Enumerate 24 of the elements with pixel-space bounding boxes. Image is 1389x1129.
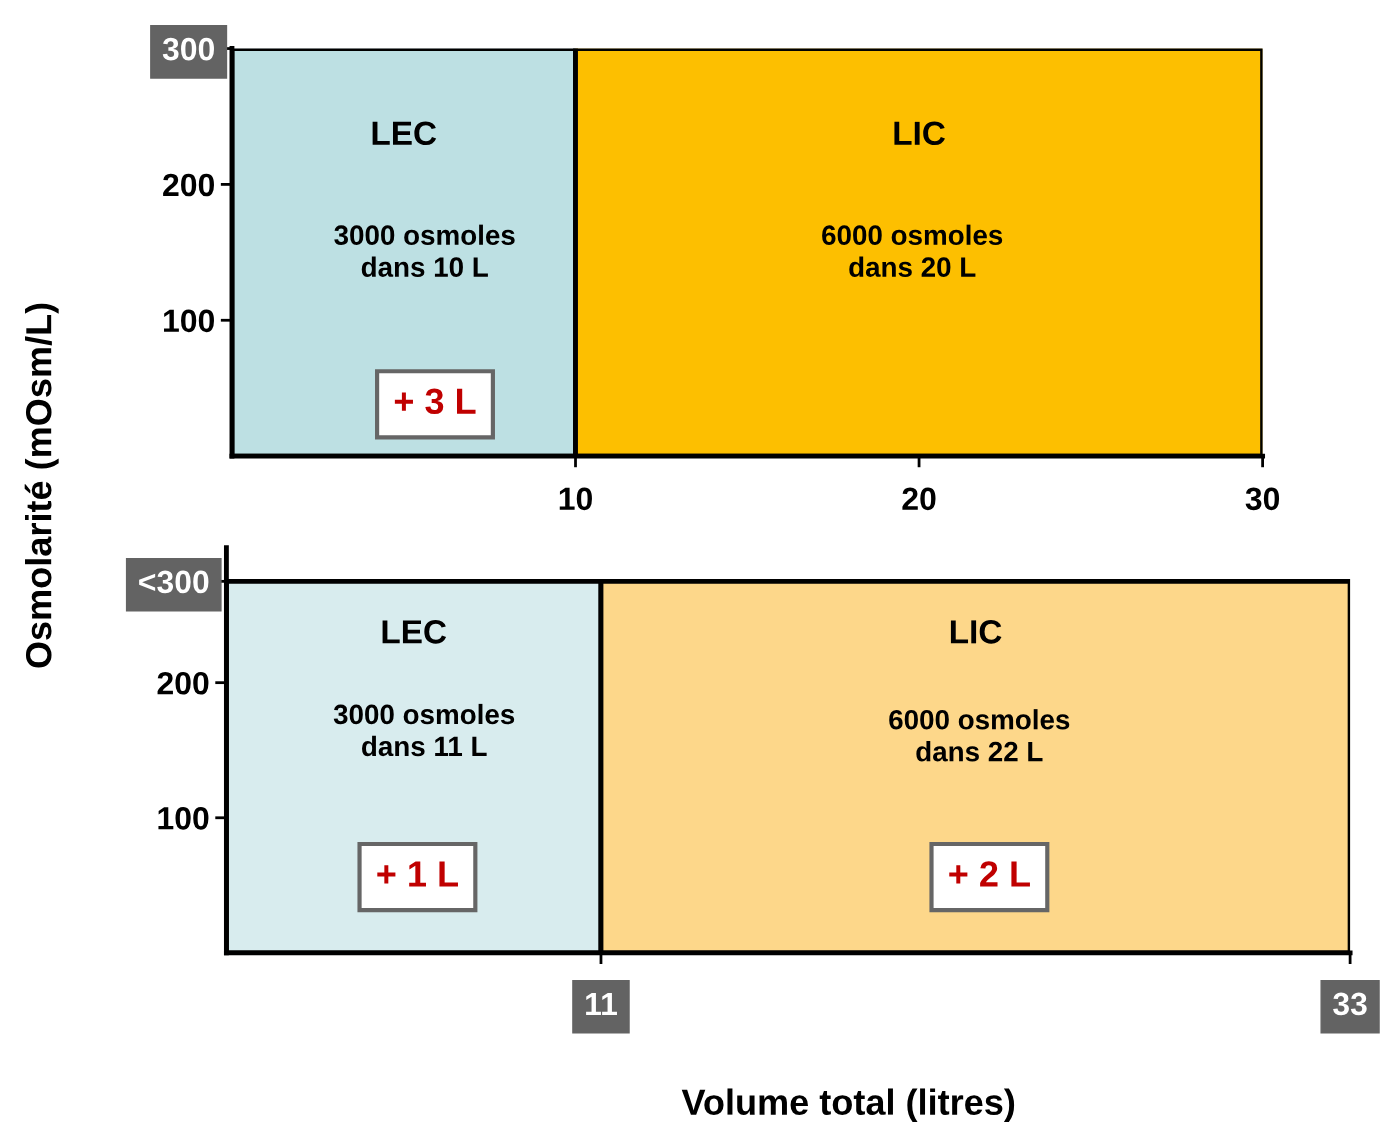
- x-tick-label: 33: [1333, 992, 1367, 1016]
- annotation: 3000 osmoles dans 11 L: [333, 703, 515, 757]
- x-axis-title: Volume total (litres): [681, 1088, 1015, 1123]
- annotation: 3000 osmoles dans 10 L: [334, 224, 515, 277]
- series-label: LIC: [894, 121, 945, 146]
- x-tick-label: 30: [1245, 487, 1280, 511]
- annotation: + 3 L: [394, 388, 476, 415]
- annotation: + 2 L: [949, 861, 1030, 887]
- y-tick-label: 200: [163, 173, 214, 197]
- annotation: 6000 osmoles dans 20 L: [822, 224, 1003, 277]
- x-tick-label: 10: [559, 487, 592, 511]
- y-tick-label: <300: [139, 570, 209, 594]
- y-tick-label: 100: [158, 807, 209, 830]
- y-tick-label: 300: [162, 37, 214, 61]
- annotation: 6000 osmoles dans 22 L: [889, 709, 1070, 762]
- series-label: LEC: [382, 620, 447, 644]
- y-tick-label: 200: [157, 671, 209, 695]
- annotation: + 1 L: [377, 861, 458, 887]
- y-tick-label: 100: [164, 309, 214, 333]
- y-axis-title: Osmolarité (mOsm/L): [24, 303, 59, 668]
- x-tick-label: 20: [902, 487, 936, 511]
- series-label: LEC: [372, 121, 437, 146]
- series-label: LIC: [950, 620, 1002, 644]
- x-tick-label: 11: [586, 992, 617, 1015]
